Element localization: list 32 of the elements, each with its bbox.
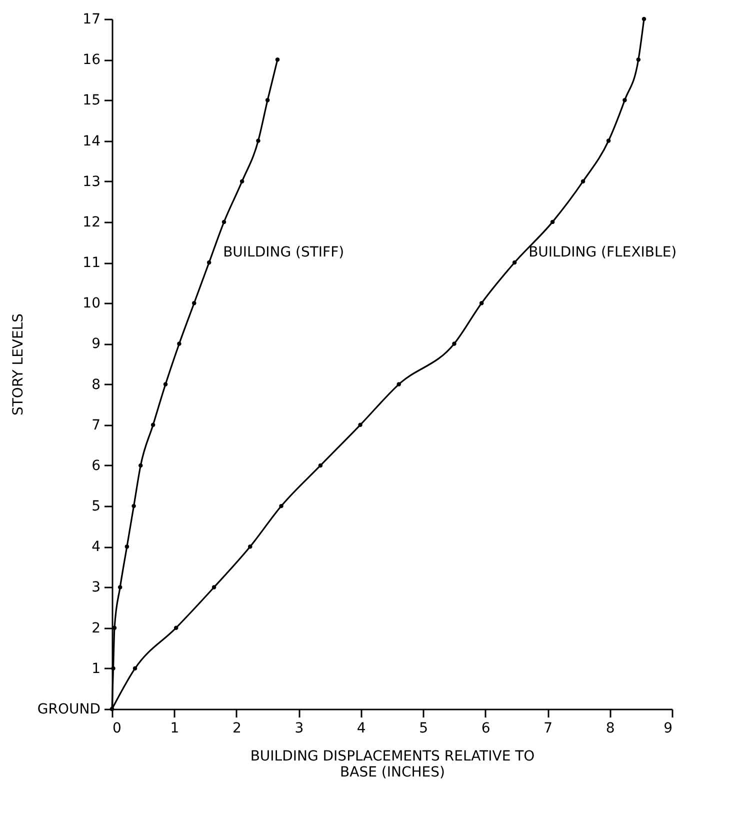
x-axis-title: BUILDING DISPLACEMENTS RELATIVE TO BASE (INCHES) [250,748,535,780]
x-tick-label: 3 [294,720,304,736]
y-tick-label: 11 [82,255,100,272]
x-tick-label: 1 [170,720,180,736]
y-tick-label: 6 [92,458,101,474]
y-tick-label: 13 [82,174,100,190]
y-tick-label: 4 [92,539,101,556]
x-tick-label: 2 [232,720,242,736]
y-tick-label: 9 [92,336,100,352]
x-tick-label: 9 [664,720,672,736]
x-tick-label: 7 [544,720,553,736]
x-tick-label: 8 [606,720,615,736]
y-tick-label: GROUND [37,702,100,718]
y-tick-label: 1 [92,660,100,677]
x-tick-label: 4 [356,720,366,736]
y-tick-label: 3 [92,580,100,596]
y-tick-label: 17 [82,12,100,28]
y-tick-label: 16 [82,52,101,68]
y-tick-label: 15 [82,92,100,109]
y-tick-label: 7 [92,417,100,434]
annotation: BUILDING (FLEXIBLE) [528,244,677,261]
y-tick-label: 8 [92,376,100,393]
y-tick-label: 12 [82,214,100,230]
y-tick-label: 14 [82,133,101,150]
y-axis-title: STORY LEVELS [10,313,26,416]
x-tick-label: 6 [481,720,490,736]
y-tick-label: 5 [92,498,100,515]
y-tick-label: 10 [82,296,100,312]
y-tick-label: 2 [92,620,100,636]
x-tick-label: 0 [112,720,122,736]
annotation: BUILDING (STIFF) [223,244,344,261]
x-tick-label: 5 [419,720,428,736]
